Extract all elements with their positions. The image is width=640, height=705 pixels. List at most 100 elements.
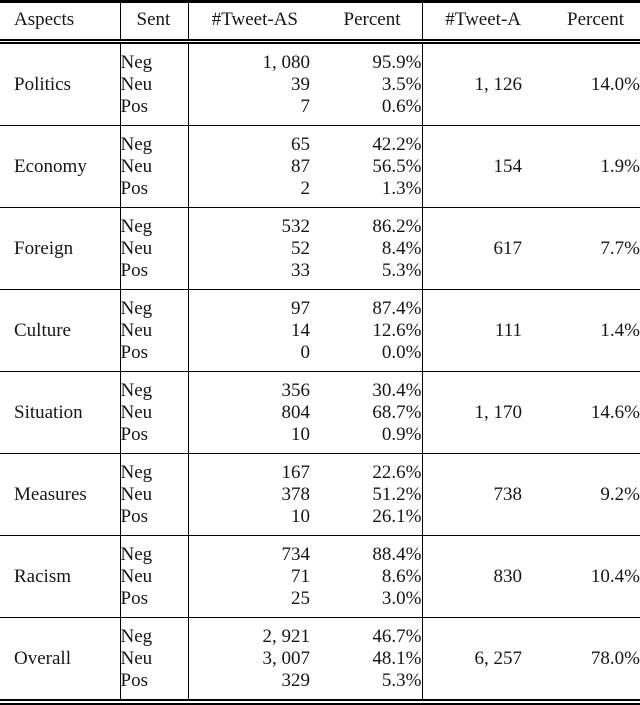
- tweet-a-cell: 830: [421, 535, 522, 618]
- table-row: Neu 87 56.5%: [0, 156, 640, 178]
- percent-a-cell: 1.9%: [600, 155, 640, 177]
- sent-cell: Neu: [119, 238, 188, 260]
- table-row: Neu 71 8.6%: [0, 566, 640, 588]
- sent-cell: Neg: [119, 125, 188, 156]
- count-cell: 3, 007: [187, 648, 310, 670]
- percent-a-cell: 10.4%: [590, 565, 640, 587]
- count-cell: 734: [187, 535, 310, 566]
- sent-cell: Pos: [119, 588, 188, 618]
- header-aspects: Aspects: [14, 9, 75, 30]
- aspect-cell: Overall: [14, 647, 71, 669]
- aspect-cell: Culture: [14, 319, 71, 341]
- sent-cell: Neu: [119, 74, 188, 96]
- percent-cell: 12.6%: [372, 320, 422, 341]
- table-row: Neu 804 68.7%: [0, 402, 640, 424]
- tweet-a-cell: 154: [421, 125, 522, 208]
- table-row: Culture Neg 97 87.4% 111 1.4%: [0, 289, 640, 372]
- sent-cell: Pos: [119, 506, 188, 536]
- table-row: Pos 0 0.0%: [0, 342, 640, 372]
- aspect-block-culture: Culture Neg 97 87.4% 111 1.4% Neu 14 12.…: [0, 289, 640, 372]
- count-cell: 167: [187, 453, 310, 484]
- table-row: Pos 10 26.1%: [0, 506, 640, 536]
- sent-cell: Neg: [119, 617, 188, 648]
- sent-cell: Neg: [119, 41, 188, 74]
- aspect-block-measures: Measures Neg 167 22.6% 738 9.2% Neu 378 …: [0, 453, 640, 536]
- table-row: Situation Neg 356 30.4% 1, 170 14.6%: [0, 371, 640, 454]
- header-tweet-as: #Tweet-AS: [187, 1, 310, 42]
- aspect-cell: Racism: [14, 565, 71, 587]
- percent-cell: 95.9%: [372, 52, 422, 73]
- percent-cell: 48.1%: [372, 648, 422, 669]
- count-cell: 804: [187, 402, 310, 424]
- percent-cell: 0.9%: [381, 424, 422, 445]
- count-cell: 329: [187, 670, 310, 702]
- percent-cell: 8.6%: [381, 566, 422, 587]
- percent-cell: 88.4%: [372, 544, 422, 565]
- sent-cell: Neu: [119, 402, 188, 424]
- header-percent-a: Percent: [567, 9, 624, 30]
- tweet-a-cell: 617: [421, 207, 522, 290]
- tweet-a-cell: 1, 170: [421, 371, 522, 454]
- count-cell: 532: [187, 207, 310, 238]
- table-row: Neu 14 12.6%: [0, 320, 640, 342]
- aspect-block-racism: Racism Neg 734 88.4% 830 10.4% Neu 71 8.…: [0, 535, 640, 618]
- tweet-a-cell: 6, 257: [421, 617, 522, 702]
- tweet-a-cell: 1, 126: [421, 41, 522, 126]
- table-row: Overall Neg 2, 921 46.7% 6, 257 78.0%: [0, 617, 640, 702]
- percent-cell: 86.2%: [372, 216, 422, 237]
- count-cell: 33: [187, 260, 310, 290]
- aspect-block-situation: Situation Neg 356 30.4% 1, 170 14.6% Neu…: [0, 371, 640, 454]
- aspect-cell: Politics: [14, 73, 72, 95]
- count-cell: 87: [187, 156, 310, 178]
- sent-cell: Neg: [119, 371, 188, 402]
- sent-cell: Neu: [119, 648, 188, 670]
- sent-cell: Neg: [119, 289, 188, 320]
- aspect-cell: Foreign: [14, 237, 74, 259]
- aspect-block-foreign: Foreign Neg 532 86.2% 617 7.7% Neu 52 8.…: [0, 207, 640, 290]
- count-cell: 39: [187, 74, 310, 96]
- percent-a-cell: 78.0%: [590, 647, 640, 669]
- percent-cell: 68.7%: [372, 402, 422, 423]
- sent-cell: Pos: [119, 260, 188, 290]
- count-cell: 1, 080: [187, 41, 310, 74]
- sent-cell: Neg: [119, 207, 188, 238]
- count-cell: 0: [187, 342, 310, 372]
- sent-cell: Neu: [119, 566, 188, 588]
- sent-cell: Pos: [119, 178, 188, 208]
- percent-cell: 0.0%: [381, 342, 422, 363]
- percent-cell: 8.4%: [381, 238, 422, 259]
- sent-cell: Neu: [119, 484, 188, 506]
- table-row: Neu 378 51.2%: [0, 484, 640, 506]
- table-row: Pos 2 1.3%: [0, 178, 640, 208]
- percent-cell: 0.6%: [381, 96, 422, 117]
- table-row: Pos 329 5.3%: [0, 670, 640, 702]
- aspect-cell: Economy: [14, 155, 87, 177]
- sent-cell: Neg: [119, 453, 188, 484]
- percent-cell: 3.0%: [381, 588, 422, 609]
- percent-a-cell: 14.0%: [590, 73, 640, 95]
- sent-cell: Pos: [119, 670, 188, 702]
- header-row: Aspects Sent #Tweet-AS Percent #Tweet-A …: [0, 1, 640, 42]
- aspect-block-economy: Economy Neg 65 42.2% 154 1.9% Neu 87 56.…: [0, 125, 640, 208]
- percent-a-cell: 7.7%: [600, 237, 640, 259]
- table-row: Pos 25 3.0%: [0, 588, 640, 618]
- percent-a-cell: 1.4%: [600, 319, 640, 341]
- table-row: Neu 52 8.4%: [0, 238, 640, 260]
- percent-a-cell: 9.2%: [600, 483, 640, 505]
- percent-cell: 30.4%: [372, 380, 422, 401]
- percent-cell: 3.5%: [381, 74, 422, 95]
- table-row: Pos 33 5.3%: [0, 260, 640, 290]
- count-cell: 25: [187, 588, 310, 618]
- sent-cell: Pos: [119, 424, 188, 454]
- count-cell: 2, 921: [187, 617, 310, 648]
- percent-cell: 5.3%: [381, 260, 422, 281]
- table-row: Economy Neg 65 42.2% 154 1.9%: [0, 125, 640, 208]
- tweet-a-cell: 738: [421, 453, 522, 536]
- count-cell: 10: [187, 424, 310, 454]
- header-percent-as: Percent: [343, 9, 401, 30]
- table-row: Racism Neg 734 88.4% 830 10.4%: [0, 535, 640, 618]
- aspect-block-politics: Politics Neg 1, 080 95.9% 1, 126 14.0% N…: [0, 41, 640, 126]
- percent-cell: 42.2%: [372, 134, 422, 155]
- percent-a-cell: 14.6%: [590, 401, 640, 423]
